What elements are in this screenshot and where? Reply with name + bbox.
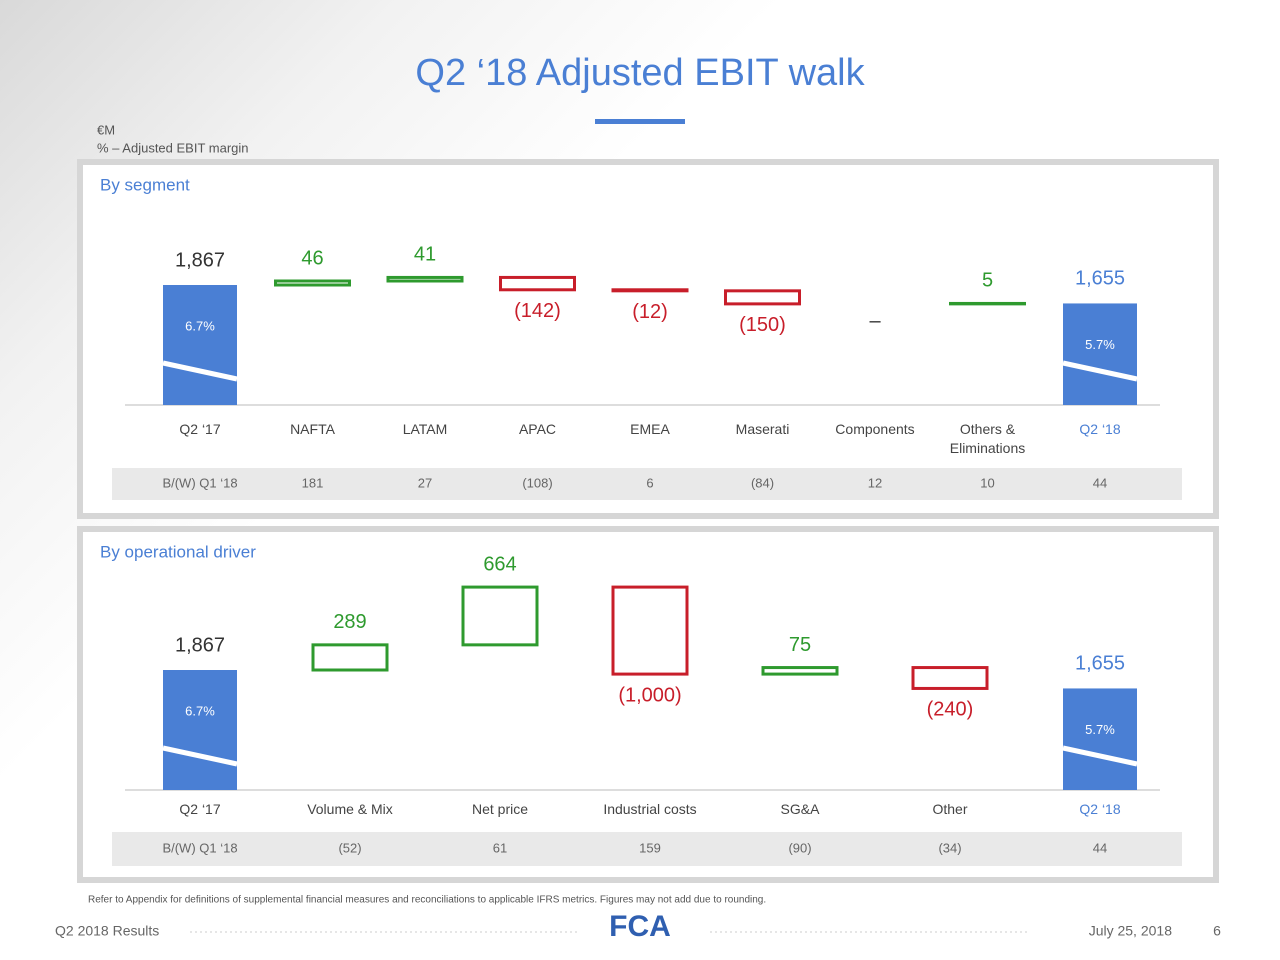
comparison-value: (52) — [338, 840, 361, 855]
comparison-value: (34) — [938, 840, 961, 855]
increase-bar — [461, 585, 539, 647]
value-label: 1,655 — [1075, 268, 1125, 290]
panel-title: By segment — [100, 175, 190, 194]
comparison-value: 10 — [980, 475, 994, 490]
comparison-value: (90) — [788, 840, 811, 855]
x-tick-label: Q2 ‘18 — [1079, 421, 1121, 437]
total-bar — [163, 670, 237, 790]
comparison-value: 12 — [868, 475, 882, 490]
x-tick-label: Industrial costs — [603, 801, 697, 817]
x-tick-label: Maserati — [735, 421, 790, 437]
value-label: 1,867 — [175, 634, 225, 656]
margin-label: 5.7% — [1085, 722, 1115, 737]
x-tick-label: LATAM — [402, 421, 448, 437]
value-label: 41 — [414, 244, 436, 266]
decrease-bar — [611, 288, 689, 293]
axis-break — [1062, 745, 1138, 767]
comparison-label: B/(W) Q1 ‘18 — [162, 475, 237, 490]
comparison-value: 181 — [302, 475, 324, 490]
footer-logo: FCA — [609, 910, 671, 943]
comparison-band — [112, 468, 1182, 500]
page-number: 6 — [1213, 923, 1221, 939]
x-tick-label: SG&A — [780, 801, 820, 817]
comparison-value: 27 — [418, 475, 432, 490]
x-tick-label: Components — [835, 421, 915, 437]
footer-date: July 25, 2018 — [1089, 923, 1172, 939]
x-tick-label: Net price — [471, 801, 529, 817]
x-tick-label: Other — [932, 801, 968, 817]
comparison-value: (108) — [522, 475, 552, 490]
x-tick-label: Volume & Mix — [307, 801, 393, 817]
increase-bar — [761, 666, 839, 676]
panel — [77, 159, 1219, 519]
x-tick-label: Others & Eliminations — [949, 421, 1026, 456]
increase-bar — [311, 643, 389, 672]
axis-break — [162, 360, 238, 382]
value-label: (240) — [927, 699, 974, 721]
x-tick-label: EMEA — [630, 421, 670, 437]
axis-break — [1062, 360, 1138, 382]
comparison-value: 44 — [1093, 475, 1107, 490]
value-label: 5 — [982, 270, 993, 292]
comparison-label: B/(W) Q1 ‘18 — [162, 840, 237, 855]
margin-label: 6.7% — [185, 318, 215, 333]
decrease-bar — [611, 585, 689, 676]
footer-left: Q2 2018 Results — [55, 923, 159, 939]
decrease-bar — [911, 666, 989, 690]
axis-break — [162, 745, 238, 767]
comparison-value: 6 — [646, 475, 653, 490]
value-label: 46 — [301, 247, 323, 269]
decrease-bar — [724, 289, 801, 306]
title-underline — [595, 119, 685, 124]
value-label: (12) — [632, 301, 668, 323]
panel-title: By operational driver — [100, 542, 256, 561]
footnote: Refer to Appendix for definitions of sup… — [88, 895, 766, 906]
margin-label: 6.7% — [185, 703, 215, 718]
value-label: 1,867 — [175, 249, 225, 271]
decrease-bar — [499, 275, 576, 292]
increase-bar — [386, 275, 464, 283]
value-label: (142) — [514, 300, 561, 322]
value-label: (1,000) — [618, 684, 681, 706]
x-tick-label: Q2 ‘17 — [179, 421, 221, 437]
x-tick-label: NAFTA — [290, 421, 335, 437]
value-label: – — [869, 310, 881, 332]
comparison-value: 61 — [493, 840, 507, 855]
x-tick-label: Q2 ‘18 — [1079, 801, 1121, 817]
total-bar — [163, 285, 237, 405]
x-tick-label: APAC — [518, 421, 557, 437]
comparison-value: (84) — [751, 475, 774, 490]
value-label: (150) — [739, 314, 786, 336]
margin-label: 5.7% — [1085, 337, 1115, 352]
value-label: 75 — [789, 634, 811, 656]
comparison-band — [112, 832, 1182, 866]
x-tick-label: Q2 ‘17 — [179, 801, 221, 817]
slide-title: Q2 ‘18 Adjusted EBIT walk — [415, 52, 865, 94]
units: % – Adjusted EBIT margin — [97, 140, 249, 155]
value-label: 664 — [483, 553, 516, 575]
comparison-value: 44 — [1093, 840, 1107, 855]
total-bar — [1063, 303, 1137, 405]
value-label: 1,655 — [1075, 653, 1125, 675]
comparison-value: 159 — [639, 840, 661, 855]
increase-bar — [274, 279, 351, 287]
value-label: 289 — [333, 611, 366, 633]
units: €M — [97, 122, 115, 137]
total-bar — [1063, 688, 1137, 790]
